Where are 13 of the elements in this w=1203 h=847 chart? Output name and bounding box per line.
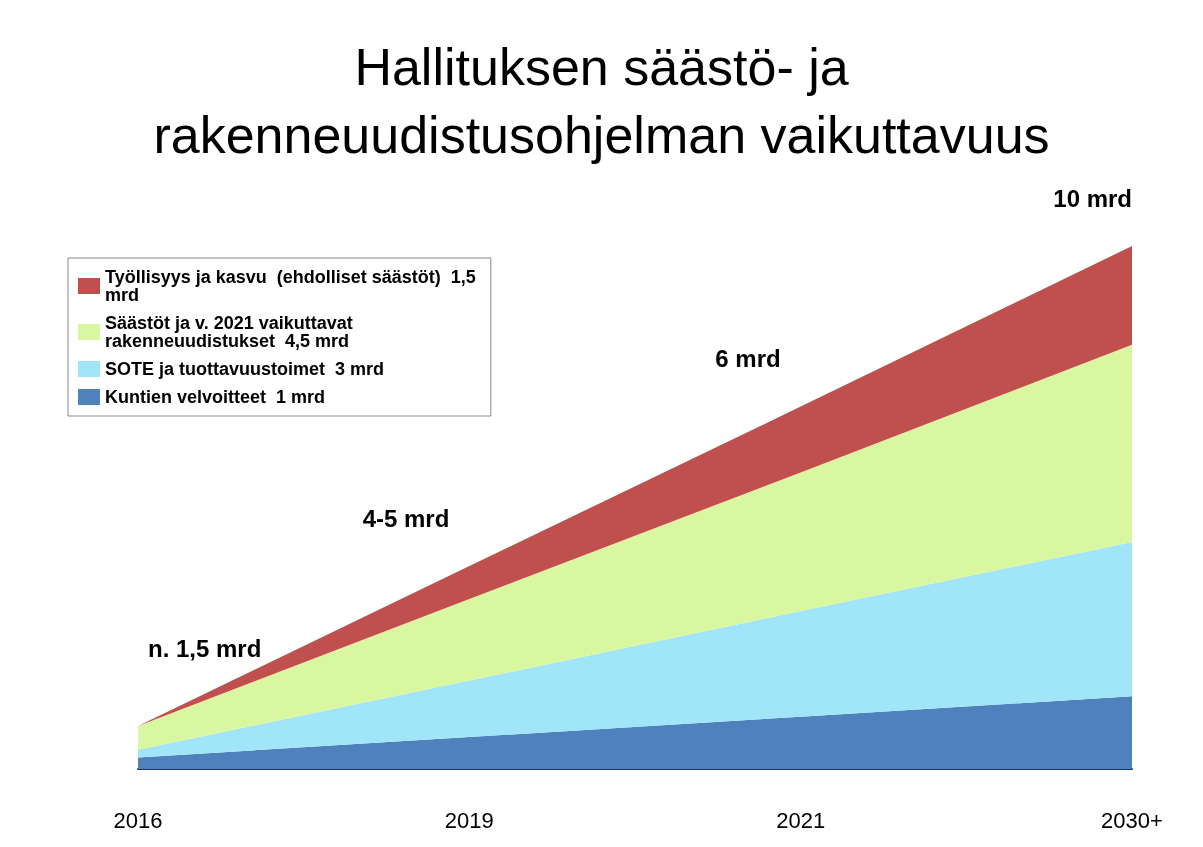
legend-label: SOTE ja tuottavuustoimet 3 mrd [105, 359, 385, 379]
annotation: n. 1,5 mrd [148, 634, 262, 662]
chart-title: Hallituksen säästö- ja rakenneuudistusohjelman vaikuttavuus [153, 38, 1050, 164]
x-tick-label: 2016 [113, 807, 163, 833]
annotation: 4-5 mrd [362, 504, 450, 532]
legend-label: Työllisyys ja kasvu (ehdolliset säästöt) 1,5 mrd [105, 267, 481, 305]
legend-label: Säästöt ja v. 2021 vaikuttavat rakenneuudistukset 4,5 mrd [105, 313, 358, 351]
x-tick-label: 2030+ [1101, 807, 1163, 833]
x-tick-label: 2021 [776, 807, 826, 833]
annotation: 6 mrd [715, 345, 781, 373]
x-tick-label: 2019 [444, 807, 494, 833]
text: 10 mrd [1053, 184, 1132, 212]
legend-label: Kuntien velvoitteet 1 mrd [105, 387, 326, 407]
